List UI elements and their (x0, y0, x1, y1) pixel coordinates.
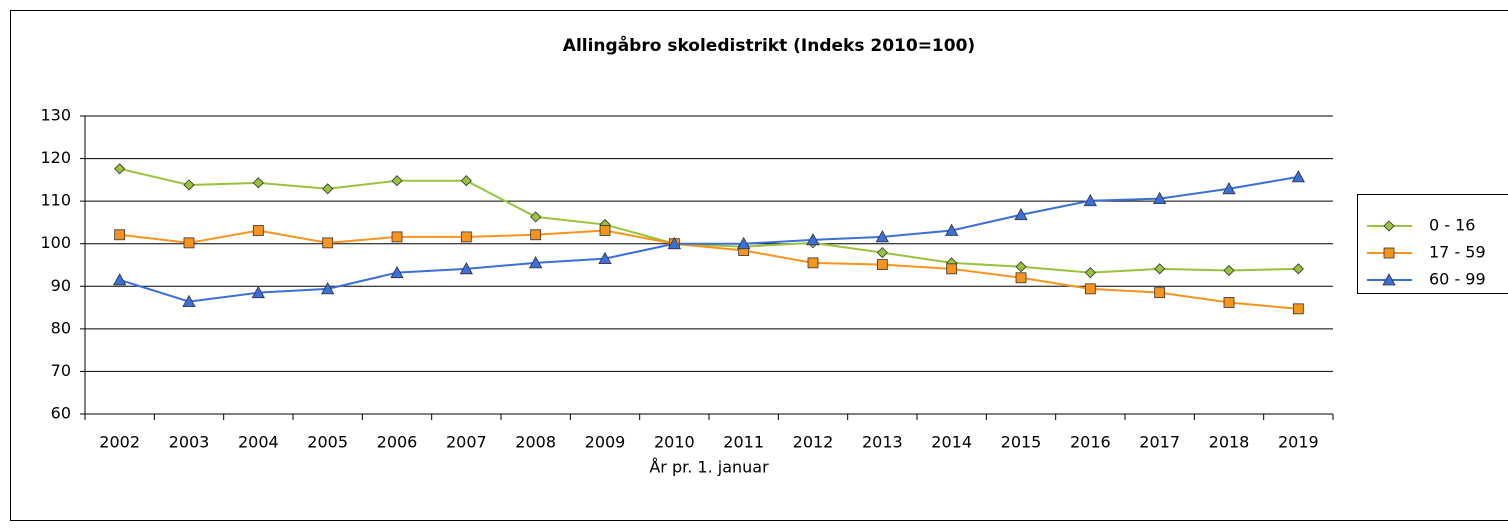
marker (1015, 261, 1027, 273)
marker (736, 236, 751, 250)
chart-title: Allingåbro skoledistrikt (Indeks 2010=10… (563, 34, 975, 56)
marker (528, 256, 543, 269)
marker (946, 263, 958, 275)
marker (806, 233, 820, 246)
marker (599, 225, 611, 236)
y-tick-label: 120 (40, 148, 71, 167)
marker (391, 175, 403, 187)
x-tick-label: 2014 (931, 433, 972, 452)
marker (1084, 283, 1096, 295)
x-tick-label: 2011 (723, 433, 764, 452)
marker (1154, 263, 1166, 275)
marker (1152, 191, 1167, 204)
series-line (119, 175, 1299, 303)
marker (391, 231, 403, 243)
x-tick-label: 2013 (862, 433, 903, 452)
marker (1292, 263, 1304, 275)
x-tick-label: 2017 (1139, 433, 1180, 452)
marker (459, 261, 474, 275)
legend-box (1357, 194, 1508, 294)
marker (1083, 193, 1098, 207)
marker (530, 229, 542, 241)
x-tick-label: 2005 (307, 433, 348, 452)
marker (251, 285, 266, 299)
marker (667, 236, 682, 250)
legend-label: 60 - 99 (1429, 270, 1486, 289)
legend-marker (1383, 220, 1395, 232)
x-tick-label: 2009 (585, 433, 626, 452)
marker (1222, 181, 1236, 195)
marker (875, 230, 890, 243)
marker (322, 183, 334, 195)
legend-marker (1382, 273, 1396, 286)
marker (182, 294, 196, 308)
marker (1015, 272, 1027, 284)
y-tick-label: 60 (51, 404, 71, 423)
marker (322, 237, 334, 249)
y-tick-label: 110 (40, 191, 71, 210)
y-tick-label: 130 (40, 106, 71, 125)
y-tick-label: 80 (51, 318, 71, 337)
x-tick-label: 2016 (1070, 433, 1111, 452)
marker (390, 265, 404, 279)
legend-marker (1383, 247, 1395, 259)
marker (530, 211, 542, 223)
x-tick-label: 2015 (1001, 433, 1042, 452)
marker (944, 223, 959, 236)
legend-label: 17 - 59 (1429, 243, 1486, 262)
y-tick-label: 100 (40, 233, 71, 252)
marker (876, 259, 888, 270)
x-tick-label: 2012 (793, 433, 834, 452)
marker (114, 229, 126, 241)
y-tick-label: 90 (51, 276, 71, 295)
legend-label: 0 - 16 (1429, 216, 1475, 235)
marker (320, 282, 335, 295)
marker (460, 231, 472, 243)
marker (1014, 207, 1028, 221)
x-tick-label: 2004 (238, 433, 279, 452)
x-tick-label: 2008 (515, 433, 556, 452)
marker (183, 237, 195, 249)
chart-border (10, 10, 1508, 521)
x-tick-label: 2010 (654, 433, 695, 452)
marker (1084, 267, 1096, 279)
x-axis-title: År pr. 1. januar (649, 458, 769, 477)
marker (876, 247, 888, 259)
marker (114, 163, 126, 175)
marker (460, 175, 472, 187)
marker (1154, 287, 1166, 299)
x-tick-label: 2003 (169, 433, 210, 452)
marker (183, 179, 195, 191)
marker (1223, 297, 1235, 308)
series-line (119, 229, 1299, 310)
marker (1291, 170, 1306, 183)
x-tick-label: 2018 (1209, 433, 1250, 452)
marker (1292, 303, 1304, 315)
y-tick-label: 70 (51, 361, 71, 380)
series-line (119, 167, 1299, 274)
marker (807, 257, 819, 269)
marker (252, 177, 264, 189)
marker (252, 225, 264, 236)
marker (112, 273, 127, 286)
x-tick-label: 2007 (446, 433, 487, 452)
x-tick-label: 2002 (99, 433, 140, 452)
marker (598, 251, 612, 265)
x-tick-label: 2019 (1278, 433, 1319, 452)
marker (1223, 264, 1235, 277)
x-tick-label: 2006 (377, 433, 418, 452)
